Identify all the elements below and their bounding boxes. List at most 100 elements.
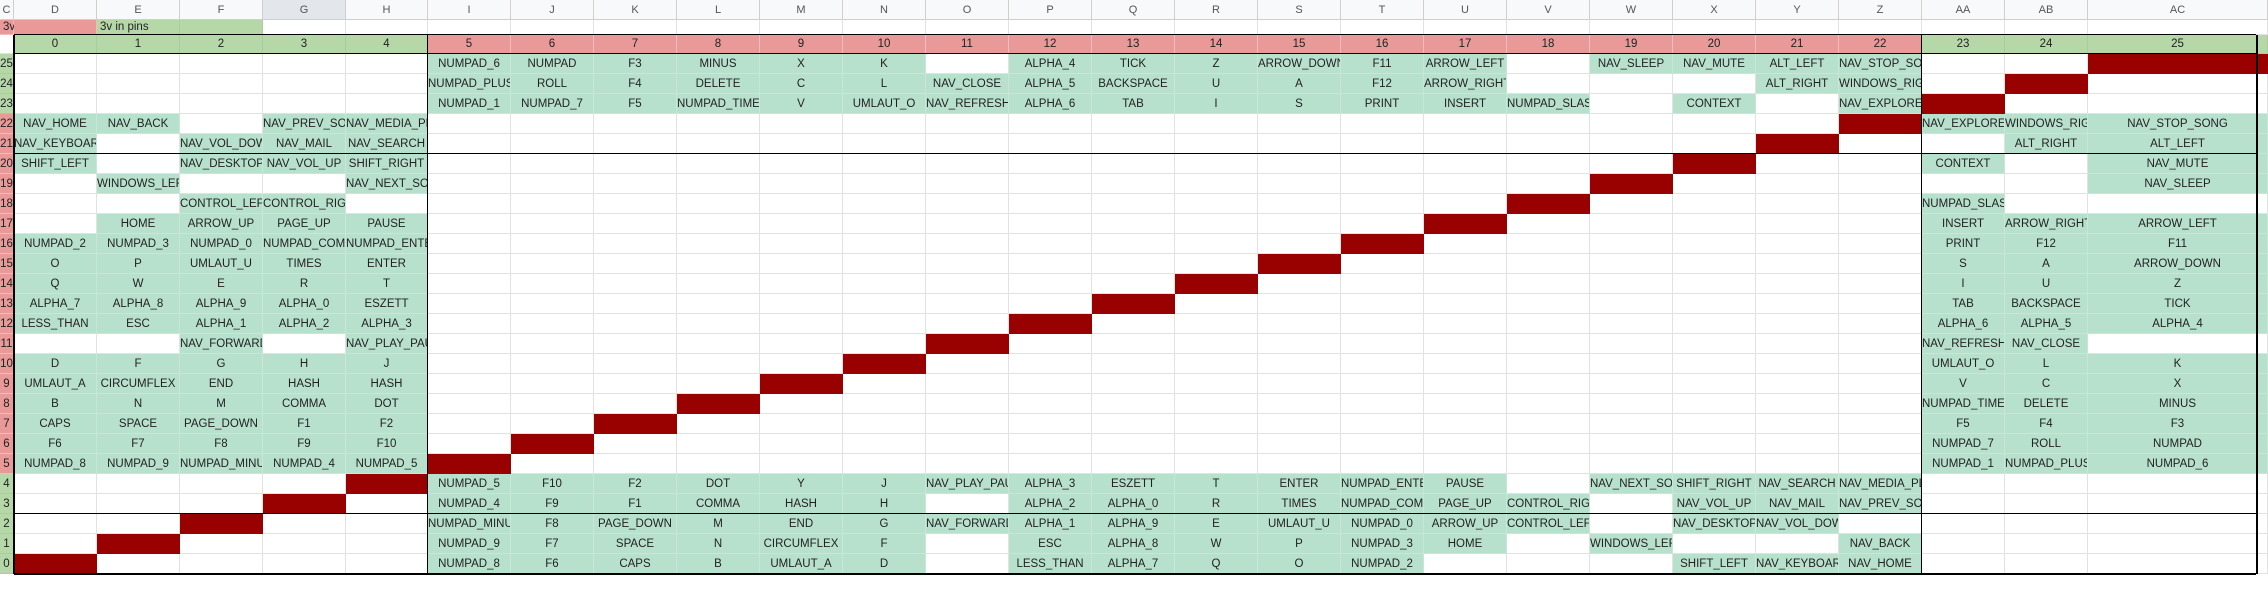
key-cell[interactable]: N (677, 534, 760, 554)
empty-cell[interactable] (97, 474, 180, 494)
empty-cell[interactable] (1424, 394, 1507, 414)
empty-cell[interactable] (1258, 194, 1341, 214)
empty-cell[interactable] (180, 174, 263, 194)
empty-cell[interactable] (1756, 294, 1839, 314)
empty-cell[interactable] (1673, 354, 1756, 374)
key-cell[interactable]: NUMPAD_PLUS (2005, 454, 2088, 474)
key-cell[interactable]: D (843, 554, 926, 574)
empty-cell[interactable] (1507, 434, 1590, 454)
key-cell[interactable]: UMLAUT_U (1258, 514, 1341, 534)
column-header[interactable]: S (1258, 0, 1341, 20)
empty-cell[interactable] (346, 194, 428, 214)
empty-cell[interactable] (926, 254, 1009, 274)
empty-cell[interactable] (2088, 194, 2268, 214)
empty-cell[interactable] (1175, 214, 1258, 234)
key-cell[interactable]: ARROW_UP (1424, 514, 1507, 534)
empty-cell[interactable] (1258, 434, 1341, 454)
key-cell[interactable]: TICK (1092, 54, 1175, 74)
empty-cell[interactable] (1839, 454, 1922, 474)
empty-cell[interactable] (1673, 454, 1756, 474)
key-cell[interactable]: ALPHA_0 (263, 294, 346, 314)
key-cell[interactable]: J (843, 474, 926, 494)
key-cell[interactable]: NAV_SEARCH (1756, 474, 1839, 494)
empty-cell[interactable] (511, 254, 594, 274)
key-cell[interactable]: CAPS (14, 414, 97, 434)
key-cell[interactable]: UMLAUT_A (14, 374, 97, 394)
empty-cell[interactable] (1009, 394, 1092, 414)
empty-cell[interactable] (2005, 474, 2088, 494)
empty-cell[interactable] (1756, 334, 1839, 354)
empty-cell[interactable] (1673, 334, 1756, 354)
empty-cell[interactable] (1092, 134, 1175, 154)
empty-cell[interactable] (843, 134, 926, 154)
key-cell[interactable]: ESC (97, 314, 180, 334)
empty-cell[interactable] (1009, 334, 1092, 354)
key-cell[interactable]: F4 (594, 74, 677, 94)
key-cell[interactable]: NAV_MUTE (1673, 54, 1756, 74)
key-cell[interactable]: A (1258, 74, 1341, 94)
empty-cell[interactable] (2005, 194, 2088, 214)
empty-cell[interactable] (428, 234, 511, 254)
key-cell[interactable]: ALPHA_7 (14, 294, 97, 314)
empty-cell[interactable] (1922, 494, 2005, 514)
empty-cell[interactable] (1507, 554, 1590, 574)
empty-cell[interactable] (1590, 254, 1673, 274)
empty-cell[interactable] (511, 294, 594, 314)
diagonal-cell[interactable] (180, 514, 263, 534)
empty-cell[interactable] (1507, 234, 1590, 254)
empty-cell[interactable] (428, 254, 511, 274)
diagonal-cell[interactable] (2088, 54, 2268, 74)
empty-cell[interactable] (346, 554, 428, 574)
key-cell[interactable]: NAV_BACK (1839, 534, 1922, 554)
diagonal-cell[interactable] (1424, 214, 1507, 234)
key-cell[interactable]: PRINT (1922, 234, 2005, 254)
key-cell[interactable]: TAB (1922, 294, 2005, 314)
empty-cell[interactable] (1590, 394, 1673, 414)
empty-cell[interactable] (926, 154, 1009, 174)
column-header[interactable]: F (180, 0, 263, 20)
key-cell[interactable]: NUMPAD (2088, 434, 2268, 454)
column-header[interactable]: N (843, 0, 926, 20)
key-cell[interactable]: NUMPAD_TIMES (677, 94, 760, 114)
key-cell[interactable]: F8 (180, 434, 263, 454)
key-cell[interactable]: ALT_LEFT (1756, 54, 1839, 74)
empty-cell[interactable] (14, 514, 97, 534)
empty-cell[interactable] (1507, 54, 1590, 74)
column-header[interactable]: C (0, 0, 14, 20)
empty-cell[interactable] (1258, 394, 1341, 414)
empty-cell[interactable] (428, 434, 511, 454)
empty-cell[interactable] (1839, 334, 1922, 354)
empty-cell[interactable] (1839, 174, 1922, 194)
key-cell[interactable]: NUMPAD_4 (428, 494, 511, 514)
key-cell[interactable]: CONTROL_RIGHT (263, 194, 346, 214)
empty-cell[interactable] (428, 374, 511, 394)
key-cell[interactable]: X (760, 54, 843, 74)
empty-cell[interactable] (677, 214, 760, 234)
column-header[interactable]: O (926, 0, 1009, 20)
column-header[interactable]: Q (1092, 0, 1175, 20)
empty-cell[interactable] (760, 354, 843, 374)
empty-cell[interactable] (760, 274, 843, 294)
empty-cell[interactable] (1839, 194, 1922, 214)
empty-cell[interactable] (926, 534, 1009, 554)
column-header[interactable]: T (1341, 0, 1424, 20)
empty-cell[interactable] (1424, 314, 1507, 334)
empty-cell[interactable] (263, 174, 346, 194)
column-header[interactable]: AC (2088, 0, 2268, 20)
empty-cell[interactable] (511, 194, 594, 214)
key-cell[interactable]: ALPHA_5 (1009, 74, 1092, 94)
empty-cell[interactable] (346, 494, 428, 514)
empty-cell[interactable] (1507, 454, 1590, 474)
empty-cell[interactable] (2088, 334, 2268, 354)
empty-cell[interactable] (346, 94, 428, 114)
empty-cell[interactable] (2005, 20, 2088, 35)
key-cell[interactable]: CONTROL_LEFT (180, 194, 263, 214)
column-header[interactable]: X (1673, 0, 1756, 20)
key-cell[interactable]: NAV_CLOSE (926, 74, 1009, 94)
key-cell[interactable]: NUMPAD_5 (346, 454, 428, 474)
empty-cell[interactable] (2005, 174, 2088, 194)
key-cell[interactable]: NAV_MEDIA_PLAYER (346, 114, 428, 134)
empty-cell[interactable] (677, 354, 760, 374)
empty-cell[interactable] (346, 54, 428, 74)
empty-cell[interactable] (1175, 374, 1258, 394)
